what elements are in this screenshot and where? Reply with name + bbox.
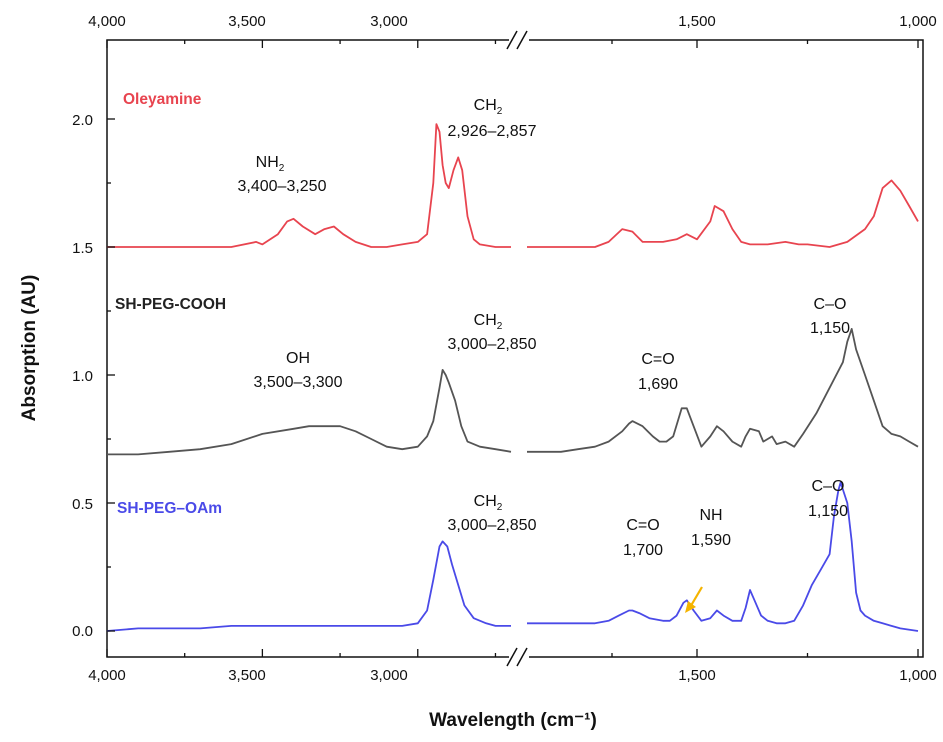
annotation-range: 3,500–3,300 xyxy=(254,374,343,391)
annotation-range: 2,926–2,857 xyxy=(448,123,537,140)
y-tick-label: 2.0 xyxy=(72,112,93,129)
annotation-range: 1,700 xyxy=(623,542,663,559)
annotation-group: CH2 xyxy=(474,312,503,332)
annotation-subscript: 2 xyxy=(279,163,285,174)
annotation-range: 1,690 xyxy=(638,376,678,393)
annotation-group: CH xyxy=(474,97,497,114)
peak-annotation-co-oam: C=O 1,700 xyxy=(623,517,663,559)
x-tick-label: 1,500 xyxy=(678,667,716,684)
annotation-subscript: 2 xyxy=(497,502,503,513)
axis-break-bottom-slash xyxy=(506,647,518,667)
peak-annotation-c-o-cooh: C–O 1,150 xyxy=(810,296,850,337)
axis-break-top-gap xyxy=(509,37,529,43)
series-line-2-segment-2 xyxy=(527,481,919,632)
series-line-2-segment-1 xyxy=(106,540,511,632)
peak-annotation-oh: OH 3,500–3,300 xyxy=(254,350,343,391)
series-line-0-segment-2 xyxy=(527,179,919,248)
x-tick-label: 1,000 xyxy=(899,667,937,684)
peak-annotation-co-cooh: C=O 1,690 xyxy=(638,351,678,393)
series-line-1-segment-2 xyxy=(527,328,919,453)
annotation-group: C=O xyxy=(626,517,659,534)
x-tick-label-top: 1,500 xyxy=(678,13,716,30)
y-tick-label: 1.0 xyxy=(72,368,93,385)
annotation-subscript: 2 xyxy=(497,321,503,332)
x-tick-label: 4,000 xyxy=(88,667,126,684)
series-layer xyxy=(106,123,919,632)
annotation-group: OH xyxy=(286,350,310,367)
x-tick-labels-top: 4,000 3,500 3,000 1,500 1,000 xyxy=(88,13,937,30)
axis-break-markers xyxy=(506,30,529,667)
peak-annotation-nh-oam: NH 1,590 xyxy=(691,507,731,549)
annotation-range: 3,400–3,250 xyxy=(238,178,327,195)
annotation-group: C–O xyxy=(814,296,847,313)
peak-annotation-nh2: NH2 3,400–3,250 xyxy=(238,154,327,195)
annotation-group: NH2 xyxy=(256,154,285,174)
x-tick-label-top: 3,500 xyxy=(228,13,266,30)
annotation-subscript: 2 xyxy=(497,106,503,117)
annotation-range: 1,150 xyxy=(808,503,848,520)
y-tick-label: 1.5 xyxy=(72,240,93,257)
nh-arrow-icon xyxy=(685,586,703,613)
annotation-group: CH xyxy=(474,312,497,329)
x-tick-labels-bottom: 4,000 3,500 3,000 1,500 1,000 xyxy=(88,667,937,684)
peak-annotation-ch2-oleyamine: CH2 2,926–2,857 xyxy=(448,97,537,140)
nh-arrow-head xyxy=(685,601,696,613)
annotation-range: 1,150 xyxy=(810,320,850,337)
axis-break-top-slash xyxy=(506,30,518,50)
annotation-group: C–O xyxy=(812,478,845,495)
y-tick-labels: 0.0 0.5 1.0 1.5 2.0 xyxy=(72,112,93,640)
x-tick-label-top: 4,000 xyxy=(88,13,126,30)
axis-break-top-slash xyxy=(516,30,528,50)
series-line-1-segment-1 xyxy=(107,369,512,456)
annotation-group: CH2 xyxy=(474,97,503,117)
x-tick-label-top: 3,000 xyxy=(370,13,408,30)
axis-break-bottom-slash xyxy=(516,647,528,667)
y-axis-title: Absorption (AU) xyxy=(19,275,40,422)
peak-annotation-ch2-oam: CH2 3,000–2,850 xyxy=(448,493,537,534)
annotation-group: CH xyxy=(474,493,497,510)
x-axis-title: Wavelength (cm⁻¹) xyxy=(429,710,597,731)
annotation-group: C=O xyxy=(641,351,674,368)
peak-annotation-ch2-cooh: CH2 3,000–2,850 xyxy=(448,312,537,353)
series-label-sh-peg-oam: SH-PEG–OAm xyxy=(117,500,222,517)
x-tick-label: 3,500 xyxy=(228,667,266,684)
y-tick-label: 0.5 xyxy=(72,496,93,513)
axis-break-bottom-gap xyxy=(509,654,529,660)
annotation-range: 3,000–2,850 xyxy=(448,517,537,534)
annotation-range: 1,590 xyxy=(691,532,731,549)
series-label-oleyamine: Oleyamine xyxy=(123,91,202,108)
annotation-group: NH xyxy=(699,507,722,524)
y-tick-label: 0.0 xyxy=(72,623,93,640)
annotation-range: 3,000–2,850 xyxy=(448,336,537,353)
tick-marks xyxy=(106,40,919,657)
annotation-group: NH xyxy=(256,154,279,171)
series-label-sh-peg-cooh: SH-PEG-COOH xyxy=(115,296,226,313)
x-tick-label-top: 1,000 xyxy=(899,13,937,30)
annotation-group: CH2 xyxy=(474,493,503,513)
x-tick-label: 3,000 xyxy=(370,667,408,684)
peak-annotation-c-o-oam: C–O 1,150 xyxy=(808,478,848,520)
series-line-0-segment-1 xyxy=(107,123,511,248)
